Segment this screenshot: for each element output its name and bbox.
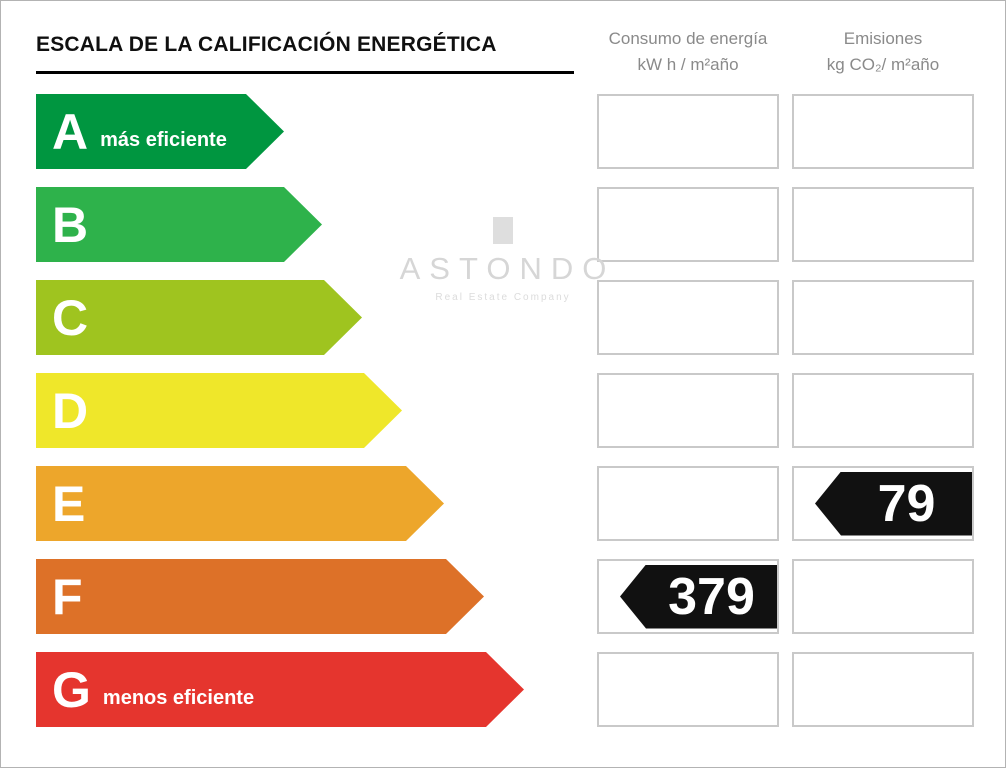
rating-row-g: G menos eficiente (1, 652, 1005, 727)
page-title: ESCALA DE LA CALIFICACIÓN ENERGÉTICA (36, 33, 497, 56)
emissions-cell (792, 559, 974, 634)
emissions-cell (792, 652, 974, 727)
rating-bar: E (36, 466, 444, 541)
rating-letter: C (52, 289, 89, 346)
emissions-cell (792, 187, 974, 262)
consumption-header-line1: Consumo de energía (608, 29, 768, 48)
emissions-value-marker: 79 (815, 471, 972, 536)
consumption-cell (597, 187, 779, 262)
consumption-header-line2: kW h / m²año (637, 55, 739, 75)
rating-letter: F (52, 568, 83, 625)
header: ESCALA DE LA CALIFICACIÓN ENERGÉTICA Con… (1, 1, 1005, 94)
consumption-value-marker: 379 (620, 564, 777, 629)
rating-letter: D (52, 382, 89, 439)
title-underline (36, 71, 574, 74)
rating-row-d: D (1, 373, 1005, 448)
consumption-cell (597, 94, 779, 169)
emissions-cell (792, 373, 974, 448)
consumption-cell (597, 280, 779, 355)
rating-bar: B (36, 187, 322, 262)
emissions-header-line1: Emisiones (843, 29, 923, 48)
consumption-cell (597, 466, 779, 541)
consumption-column-header: Consumo de energía kW h / m²año (597, 1, 779, 94)
title-area: ESCALA DE LA CALIFICACIÓN ENERGÉTICA (36, 1, 584, 94)
rating-bar-area: F (36, 559, 584, 634)
emissions-header-line2: kg CO₂/ m²año (826, 55, 940, 75)
rating-letter: E (52, 475, 86, 532)
rating-bar-area: B (36, 187, 584, 262)
rating-bar: G menos eficiente (36, 652, 524, 727)
rating-letter: B (52, 196, 89, 253)
emissions-column-header: Emisiones kg CO₂/ m²año (792, 1, 974, 94)
rating-row-b: B (1, 187, 1005, 262)
rating-bar: F (36, 559, 484, 634)
consumption-cell (597, 373, 779, 448)
rating-bar-area: A más eficiente (36, 94, 584, 169)
rating-bar: D (36, 373, 402, 448)
rating-bar: A más eficiente (36, 94, 284, 169)
rating-note: más eficiente (100, 129, 227, 151)
rating-bar-area: E (36, 466, 584, 541)
consumption-cell (597, 652, 779, 727)
rating-row-e: E 79 (1, 466, 1005, 541)
emissions-cell (792, 280, 974, 355)
rating-bar: C (36, 280, 362, 355)
rating-letter: A (52, 103, 89, 160)
rating-bar-area: G menos eficiente (36, 652, 584, 727)
emissions-cell (792, 94, 974, 169)
rating-note: menos eficiente (102, 687, 255, 709)
rating-row-f: F 379 (1, 559, 1005, 634)
rating-bar-area: D (36, 373, 584, 448)
rating-rows: A más eficiente B C (1, 94, 1005, 727)
consumption-cell: 379 (597, 559, 779, 634)
rating-row-c: C (1, 280, 1005, 355)
emissions-cell: 79 (792, 466, 974, 541)
rating-bar-area: C (36, 280, 584, 355)
rating-row-a: A más eficiente (1, 94, 1005, 169)
rating-letter: G (52, 661, 91, 718)
